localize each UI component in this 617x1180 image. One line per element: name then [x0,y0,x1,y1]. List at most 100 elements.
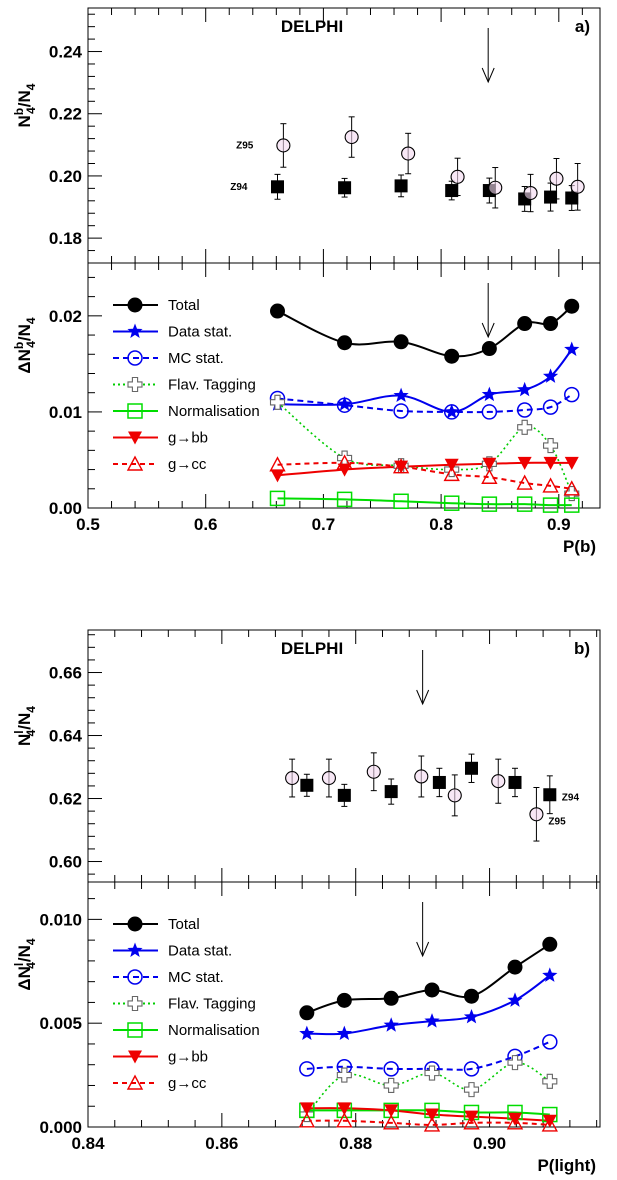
legend-label: Normalisation [168,1022,260,1039]
x-tick-label: 0.84 [71,1134,105,1153]
series-marker-2 [393,403,409,419]
y-axis-label-part: ΔN [15,349,34,374]
data-point-z95 [488,180,503,195]
legend-marker [127,916,143,932]
y-axis-label-part: b [12,342,26,349]
series-marker-1 [564,341,580,356]
arrow-head [481,322,495,339]
series-marker-1 [542,368,559,383]
legend-label: MC stat. [168,969,224,986]
x-tick-label: 0.90 [473,1134,506,1153]
data-point-z94 [384,785,398,799]
series-marker-3 [507,1055,523,1071]
y-axis-label-part: 4 [24,107,38,114]
y-tick-label: 0.62 [49,790,82,809]
y-tick-label: 0.005 [39,1014,82,1033]
y-tick-label: 0.02 [49,307,82,326]
error-panel-b: 0.000 0.005 0.010 0.84 0.86 0.88 0.90 P(light) Δ… [12,881,601,1175]
data-point-z95 [414,769,429,784]
series-marker-1 [481,386,497,402]
legend-marker [126,1074,144,1090]
series-marker-6 [336,454,353,470]
series-marker-0 [337,335,353,351]
series-marker-0 [481,341,497,357]
series-marker-1 [299,1025,315,1041]
x-tick-label: 0.9 [547,515,571,534]
legend-marker [127,376,143,393]
series-marker-1 [336,1025,352,1041]
arrow-head [416,689,430,706]
arrow-head [481,67,495,84]
series-label-z94: Z94 [230,182,248,193]
series-line-3 [276,401,573,494]
series-marker-6 [443,465,460,482]
experiment-title: DELPHI [281,639,343,658]
series-marker-2 [516,402,533,418]
legend-marker [128,431,142,445]
y-axis-label-part: /N [15,90,34,107]
series-marker-1 [383,1017,399,1032]
series-marker-4 [269,490,286,507]
data-point-z94 [464,761,478,775]
series-marker-5 [542,1114,557,1128]
series-line-4 [277,497,572,507]
series-marker-4 [481,496,498,512]
series-marker-5 [564,456,579,470]
data-point-z95 [401,146,416,161]
series-marker-3 [564,486,580,502]
legend-label: g→cc [168,1075,207,1092]
series-marker-4 [516,496,533,512]
x-axis-label: P(b) [563,537,596,556]
data-point-z95 [344,130,359,145]
data-point-z95 [285,770,300,786]
y-axis-label-part: ΔN [15,966,34,991]
legend-marker [127,1022,143,1038]
y-axis-label-part: b [12,108,26,115]
y-axis-label: ΔNb4/N4 [12,317,38,374]
data-point-z94 [543,788,557,802]
legend-label: Normalisation [168,403,260,420]
legend-label: Flav. Tagging [168,377,256,394]
series-marker-1 [393,387,409,403]
y-tick-label: 0.60 [49,853,82,872]
data-point-z95 [523,185,538,201]
y-tick-label: 0.66 [49,664,82,683]
series-marker-2 [443,404,460,420]
panel-label: a) [575,17,590,36]
y-tick-label: 0.22 [49,105,82,124]
data-point-z94 [432,775,446,789]
y-axis-label: ΔNl4/N4 [12,938,38,991]
legend-marker [127,969,143,985]
series-marker-6 [392,458,410,474]
data-point-z94 [508,775,522,789]
series-marker-0 [564,298,580,314]
series-marker-1 [507,992,523,1007]
y-tick-label: 0.18 [49,229,82,248]
series-marker-6 [463,1114,480,1130]
data-point-z95 [450,169,465,184]
arrow-head [416,941,430,958]
data-point-z95 [321,770,336,786]
series-marker-5 [508,1112,523,1126]
series-marker-0 [299,1005,315,1021]
series-line-0 [277,305,573,358]
y-axis-label-part: /N [15,945,34,962]
series-marker-1 [444,403,460,419]
y-tick-label: 0.64 [49,727,83,746]
series-marker-5 [444,458,459,472]
series-marker-5 [299,1102,314,1116]
y-axis-label-part: 4 [24,962,38,969]
series-marker-0 [507,959,523,975]
series-marker-6 [423,1116,441,1132]
series-marker-2 [481,404,498,420]
y-axis-label-part: l [12,730,26,733]
series-marker-0 [393,334,409,350]
series-marker-2 [542,1034,558,1050]
data-point-z94 [338,181,352,195]
data-point-z94 [445,184,459,198]
series-marker-5 [384,1104,399,1118]
series-marker-5 [425,1108,440,1122]
series-marker-3 [383,1077,399,1094]
y-axis-label-part: /N [15,324,34,341]
data-point-z94 [300,778,314,792]
